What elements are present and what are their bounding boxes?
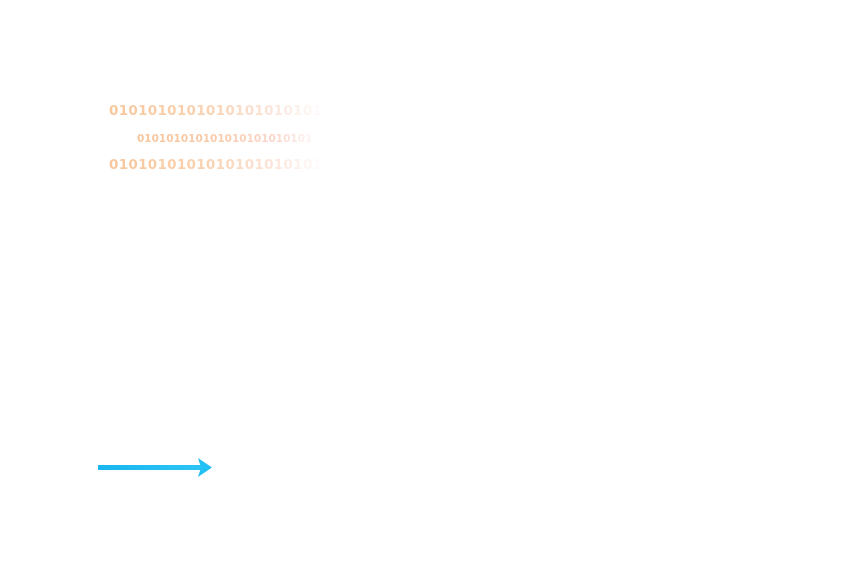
right-arrow-icon [98, 458, 212, 477]
arrow-shaft [98, 465, 202, 470]
binary-text-row-3: 0101010101010101010101 [109, 157, 323, 173]
arrow-head [198, 458, 212, 477]
binary-text-row-2: 010101010101010101010101 [137, 133, 313, 145]
binary-text-row-1: 0101010101010101010101 [109, 103, 323, 119]
